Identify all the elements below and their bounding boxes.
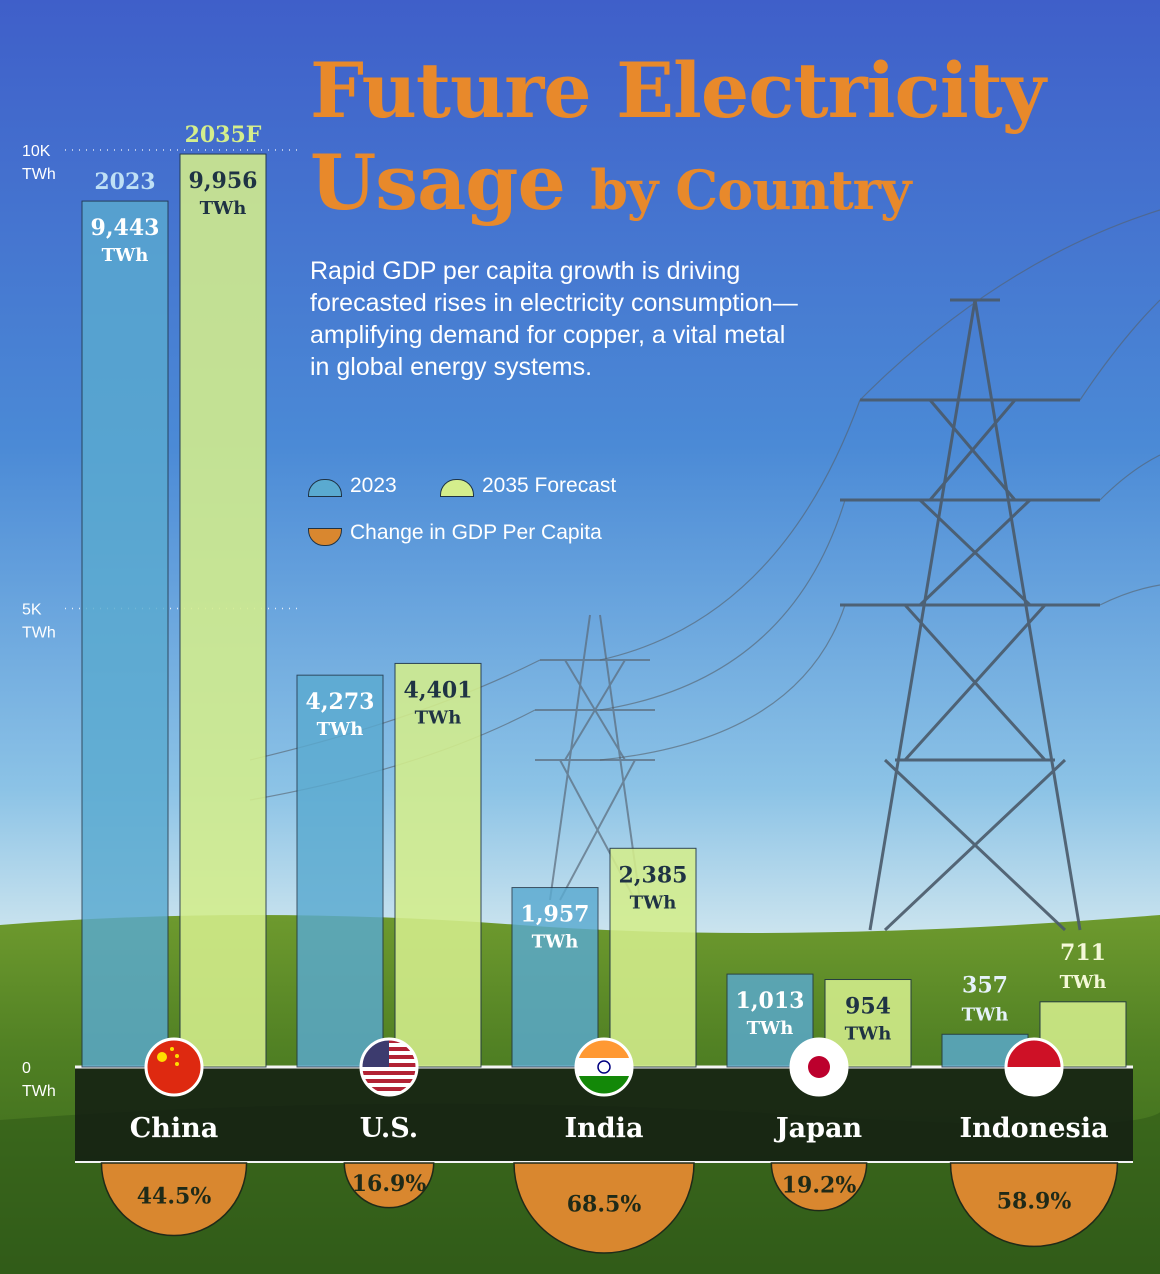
country-label-us: U.S. <box>360 1113 418 1144</box>
y-tick-label-0: 10K <box>22 143 51 160</box>
gdp-half-circle-0 <box>100 1162 248 1237</box>
bar-label-3-0: 1,013 <box>736 988 805 1014</box>
chart-title-line-2: Usage by Country <box>310 138 912 233</box>
chart-title-line-1: Future Electricity <box>310 46 1046 135</box>
y-tick-unit-2: TWh <box>22 1083 56 1100</box>
indonesia-flag-icon <box>1004 1037 1064 1097</box>
country-label-japan: Japan <box>774 1113 863 1144</box>
us-flag-icon <box>359 1037 419 1097</box>
gdp-label-4: 58.9% <box>997 1189 1072 1215</box>
bar-china-2023 <box>81 200 169 1068</box>
bar-label-2-0: 1,957 <box>521 902 590 928</box>
series-header-2023: 2023 <box>94 169 155 195</box>
chart-subtitle: Rapid GDP per capita growth is driving f… <box>310 257 798 381</box>
bar-unit-0-0: TWh <box>102 245 149 266</box>
bar-unit-1-0: TWh <box>317 719 364 740</box>
chart-title-by-country: by Country <box>590 158 911 222</box>
bar-label-1-0: 4,273 <box>306 689 375 715</box>
japan-flag-icon <box>789 1037 849 1097</box>
y-tick-unit-0: TWh <box>22 166 56 183</box>
bar-unit-3-1: TWh <box>845 1024 892 1045</box>
bar-label-0-0: 9,443 <box>91 215 160 241</box>
gdp-half-circle-3 <box>770 1162 868 1212</box>
gdp-half-circle-4 <box>949 1162 1119 1248</box>
legend-item-gdp-change: Change in GDP Per Capita <box>308 520 602 546</box>
bar-unit-1-1: TWh <box>415 707 462 728</box>
legend-item-2023: 2023 <box>308 474 397 498</box>
legend-label-2023: 2023 <box>350 474 397 497</box>
y-tick-label-1: 5K <box>22 602 42 619</box>
bar-us-2023 <box>296 674 384 1068</box>
bar-label-0-1: 9,956 <box>189 168 258 194</box>
bar-label-3-1: 954 <box>845 994 891 1020</box>
gdp-label-3: 19.2% <box>782 1172 857 1198</box>
gdp-label-2: 68.5% <box>567 1192 642 1218</box>
bar-label-2-1: 2,385 <box>619 862 688 888</box>
power-tower-large-icon <box>840 298 1100 932</box>
bar-china-2035f <box>179 153 267 1068</box>
country-label-indonesia: Indonesia <box>960 1113 1109 1144</box>
bar-label-1-1: 4,401 <box>404 677 473 703</box>
gdp-half-circle-2 <box>513 1162 695 1254</box>
legend-item-2035-forecast: 2035 Forecast <box>440 474 616 498</box>
country-label-india: India <box>565 1113 644 1144</box>
legend-label-gdp: Change in GDP Per Capita <box>350 521 602 544</box>
china-flag-icon <box>144 1037 204 1097</box>
bar-india-2023 <box>511 887 599 1068</box>
y-tick-unit-1: TWh <box>22 625 56 642</box>
bar-us-2035f <box>394 662 482 1068</box>
y-tick-label-2: 0 <box>22 1060 31 1077</box>
bar-unit-2-1: TWh <box>630 892 677 913</box>
gdp-label-1: 16.9% <box>352 1171 427 1197</box>
gdp-half-circle-1 <box>343 1162 435 1209</box>
bar-unit-0-1: TWh <box>200 198 247 219</box>
gdp-label-0: 44.5% <box>137 1184 212 1210</box>
bar-label-4-0: 357 <box>962 972 1008 998</box>
bar-label-4-1: 711 <box>1060 940 1106 966</box>
country-label-china: China <box>130 1113 219 1144</box>
bar-india-2035f <box>609 847 697 1068</box>
bar-unit-3-0: TWh <box>747 1018 794 1039</box>
bar-unit-2-0: TWh <box>532 932 579 953</box>
india-flag-icon <box>574 1037 634 1097</box>
series-header-2035f: 2035F <box>185 122 262 148</box>
bar-unit-4-1: TWh <box>1060 972 1107 993</box>
legend-label-2035: 2035 Forecast <box>482 474 617 497</box>
bar-unit-4-0: TWh <box>962 1004 1009 1025</box>
chart-title-usage: Usage <box>310 138 566 227</box>
